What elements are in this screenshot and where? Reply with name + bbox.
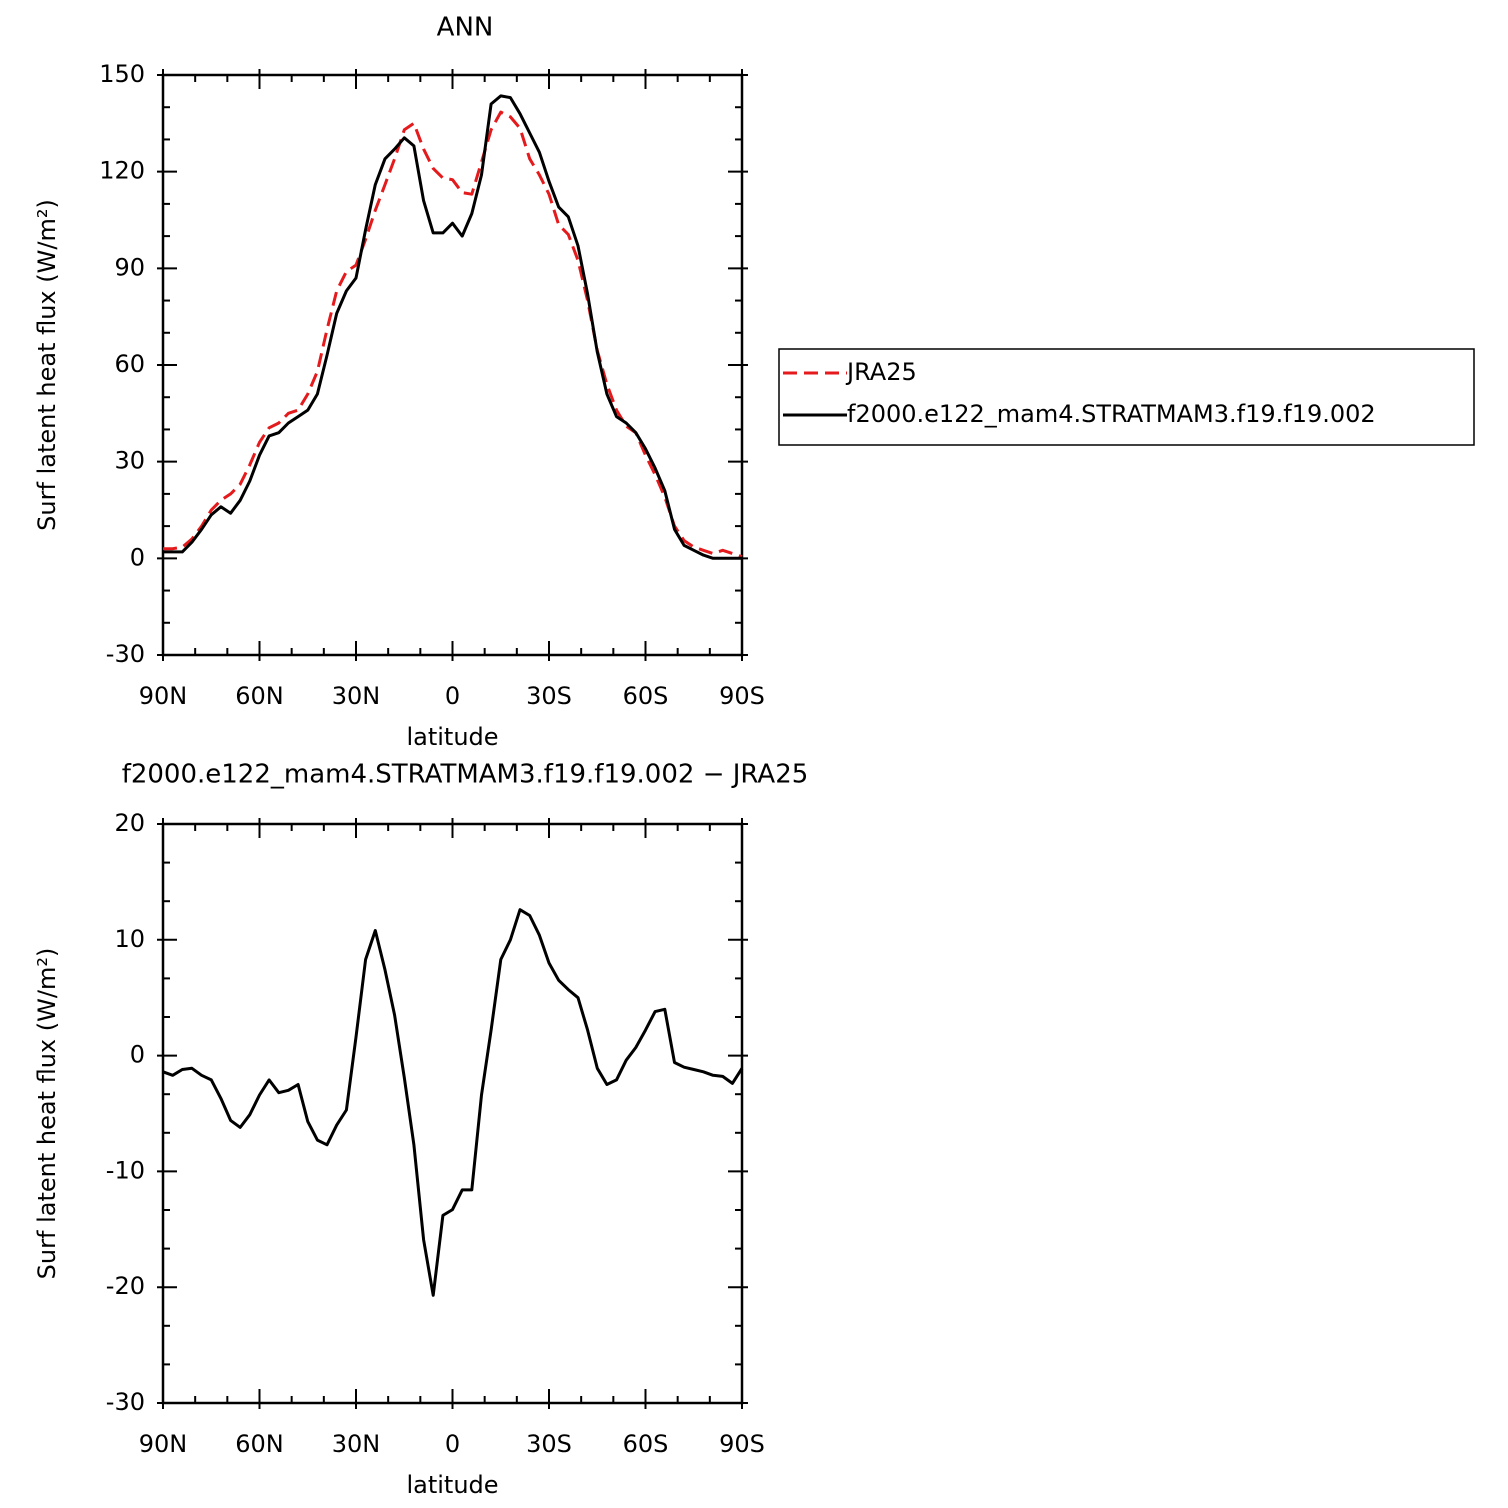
x-tick-label: 30N (332, 682, 381, 710)
x-axis-label: latitude (406, 1471, 498, 1499)
x-tick-label: 60N (235, 682, 284, 710)
data-line (162, 908, 744, 1297)
y-tick-label: 150 (99, 60, 145, 88)
plot-frame (161, 73, 744, 657)
chart-title: f2000.e122_mam4.STRATMAM3.f19.f19.002 − … (122, 760, 809, 790)
data-line (163, 94, 742, 560)
x-tick-label: 60N (235, 1430, 284, 1458)
x-tick-label: 90S (719, 1430, 765, 1458)
y-tick-label: 20 (114, 809, 145, 837)
y-tick-label: 0 (130, 543, 145, 571)
legend-label: f2000.e122_mam4.STRATMAM3.f19.f19.002 (847, 400, 1376, 428)
y-tick-label: -10 (106, 1156, 145, 1184)
x-tick-label: 60S (623, 682, 669, 710)
x-tick-label: 90N (139, 1430, 188, 1458)
x-tick-label: 30N (332, 1430, 381, 1458)
x-tick-label: 90S (719, 682, 765, 710)
plot-frame (161, 822, 744, 1405)
legend: JRA25 f2000.e122_mam4.STRATMAM3.f19.f19.0… (778, 348, 1475, 446)
y-tick-label: 0 (130, 1041, 145, 1069)
chart-title: ANN (437, 13, 494, 43)
x-tick-label: 0 (445, 1430, 460, 1458)
y-axis-label: Surf latent heat flux (W/m²) (33, 199, 61, 531)
y-tick-label: 90 (114, 253, 145, 281)
y-tick-label: -30 (106, 640, 145, 668)
y-axis-label: Surf latent heat flux (W/m²) (33, 948, 61, 1280)
legend-box (778, 348, 1475, 446)
y-tick-label: 10 (114, 925, 145, 953)
data-line (163, 110, 743, 559)
x-tick-label: 90N (139, 682, 188, 710)
x-tick-label: 0 (445, 682, 460, 710)
x-tick-label: 30S (526, 682, 572, 710)
x-axis-label: latitude (406, 723, 498, 751)
x-tick-label: 30S (526, 1430, 572, 1458)
y-tick-label: -30 (106, 1388, 145, 1416)
x-tick-label: 60S (623, 1430, 669, 1458)
y-tick-label: 60 (114, 350, 145, 378)
legend-label: JRA25 (845, 358, 917, 386)
y-tick-label: 30 (114, 447, 145, 475)
y-tick-label: 120 (99, 157, 145, 185)
y-tick-label: -20 (106, 1272, 145, 1300)
